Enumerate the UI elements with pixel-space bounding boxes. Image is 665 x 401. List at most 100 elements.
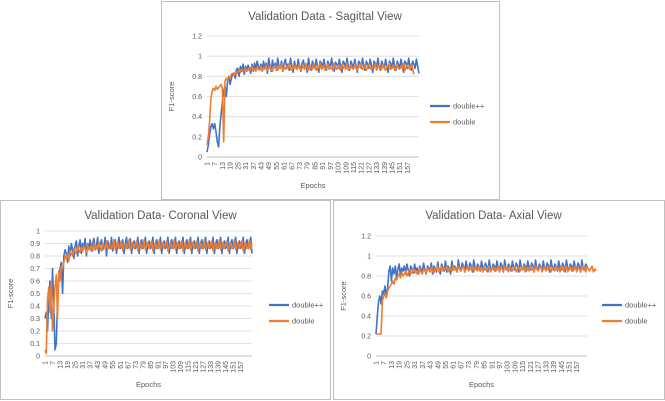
chart-sagittal: 00.20.40.60.811.21 7 13 19 25 31 37 43 49 55 61 67 7… <box>167 11 485 190</box>
legend-entry: double++ <box>453 102 485 111</box>
chart-coronal: 00.10.20.30.40.50.60.70.80.911 7 13 19 25 31 3… <box>6 210 324 389</box>
x-tick-label: 37 <box>88 361 95 369</box>
x-tick-label: 103 <box>505 361 512 373</box>
x-tick-label: 49 <box>103 361 110 369</box>
x-tick-label: 13 <box>58 361 65 369</box>
x-tick-label: 97 <box>328 162 335 170</box>
x-tick-label: 55 <box>110 361 117 369</box>
x-tick-label: 85 <box>148 361 155 369</box>
x-tick-label: 109 <box>178 361 185 373</box>
y-tick-label: 0.6 <box>30 279 40 286</box>
x-tick-label: 1 <box>374 361 381 365</box>
y-tick-label: 0 <box>198 155 202 162</box>
x-axis-label: Epochs <box>300 181 325 190</box>
x-tick-label: 91 <box>320 162 327 170</box>
chart-title: Validation Data- Coronal View <box>84 210 237 222</box>
chart-title: Validation Data - Sagittal View <box>248 11 402 23</box>
x-tick-label: 133 <box>208 361 215 373</box>
x-tick-label: 151 <box>397 162 404 174</box>
y-tick-label: 0.6 <box>361 294 371 301</box>
y-tick-label: 1.2 <box>192 34 202 41</box>
y-tick-label: 0.1 <box>30 341 40 348</box>
series-line-double <box>376 265 597 335</box>
x-tick-label: 133 <box>374 162 381 174</box>
y-tick-label: 0.3 <box>30 316 40 323</box>
x-tick-label: 145 <box>223 361 230 373</box>
x-tick-label: 61 <box>118 361 125 369</box>
x-tick-label: 7 <box>50 361 57 365</box>
x-tick-label: 37 <box>420 361 427 369</box>
x-tick-label: 19 <box>397 361 404 369</box>
x-tick-label: 49 <box>266 162 273 170</box>
x-tick-label: 115 <box>351 162 358 173</box>
y-tick-label: 1 <box>36 229 40 236</box>
x-tick-label: 121 <box>193 361 200 373</box>
x-tick-label: 97 <box>163 361 170 369</box>
x-tick-label: 127 <box>366 162 373 174</box>
x-tick-label: 139 <box>551 361 558 373</box>
x-tick-label: 43 <box>428 361 435 369</box>
x-tick-label: 73 <box>297 162 304 170</box>
x-tick-label: 85 <box>482 361 489 369</box>
y-axis-label: F1-score <box>167 82 176 112</box>
x-tick-label: 19 <box>228 162 235 170</box>
series-line-double <box>44 238 253 355</box>
x-tick-label: 151 <box>231 361 238 373</box>
x-tick-label: 55 <box>274 162 281 170</box>
x-tick-label: 79 <box>140 361 147 369</box>
x-tick-label: 19 <box>65 361 72 369</box>
series-line-doubleplusplus <box>375 259 588 335</box>
series-line-doubleplusplus <box>206 57 420 153</box>
x-tick-label: 79 <box>474 361 481 369</box>
y-tick-label: 0 <box>36 354 40 361</box>
x-tick-label: 145 <box>390 162 397 174</box>
y-tick-label: 0.5 <box>30 291 40 298</box>
legend-entry: double <box>292 317 315 326</box>
x-tick-label: 37 <box>251 162 258 170</box>
x-tick-label: 67 <box>458 361 465 369</box>
y-tick-label: 0.8 <box>361 274 371 281</box>
y-tick-label: 0.2 <box>30 329 40 336</box>
legend-entry: double <box>453 118 476 127</box>
x-tick-label: 79 <box>305 162 312 170</box>
x-tick-label: 73 <box>466 361 473 369</box>
x-tick-label: 109 <box>343 162 350 174</box>
x-tick-label: 133 <box>543 361 550 373</box>
x-tick-label: 157 <box>405 162 412 174</box>
x-tick-label: 43 <box>258 162 265 170</box>
chart-panel-axial: 0 0.2 0.4 0.6 0.8 1 1.2 1 7 13 19 25 31 37 43 49 55 61 67 7… <box>333 200 665 400</box>
legend-entry: double++ <box>625 301 657 310</box>
x-tick-label: 127 <box>201 361 208 373</box>
y-tick-label: 0.2 <box>361 334 371 341</box>
x-tick-label: 49 <box>435 361 442 369</box>
y-axis-label: F1-score <box>339 281 348 311</box>
y-tick-label: 0.9 <box>30 241 40 248</box>
legend-entry: double <box>625 317 648 326</box>
x-tick-label: 7 <box>212 162 219 166</box>
y-tick-label: 1 <box>198 54 202 61</box>
y-tick-label: 0.2 <box>192 134 202 141</box>
y-axis-label: F1-score <box>6 279 15 309</box>
x-tick-label: 139 <box>216 361 223 373</box>
x-tick-label: 91 <box>489 361 496 369</box>
x-tick-label: 73 <box>133 361 140 369</box>
x-tick-label: 121 <box>528 361 535 373</box>
x-tick-label: 31 <box>80 361 87 369</box>
x-tick-label: 157 <box>574 361 581 373</box>
x-tick-label: 103 <box>336 162 343 174</box>
x-tick-label: 109 <box>512 361 519 373</box>
x-tick-label: 121 <box>359 162 366 174</box>
y-tick-label: 0.7 <box>30 266 40 273</box>
x-tick-label: 91 <box>155 361 162 369</box>
x-tick-label: 61 <box>451 361 458 369</box>
x-tick-label: 31 <box>243 162 250 170</box>
x-tick-label: 61 <box>282 162 289 170</box>
x-tick-label: 13 <box>389 361 396 369</box>
chart-panel-sagittal: 0 0.2 0.4 0.6 0.8 1 1.2 1 7 13 19 25 31 37 43 49 55 61 67 7… <box>161 1 500 200</box>
x-tick-label: 139 <box>382 162 389 174</box>
x-tick-label: 55 <box>443 361 450 369</box>
x-tick-label: 1 <box>205 162 212 166</box>
series-line-double <box>206 62 415 146</box>
y-tick-label: 0.8 <box>30 254 40 261</box>
x-tick-label: 145 <box>559 361 566 373</box>
